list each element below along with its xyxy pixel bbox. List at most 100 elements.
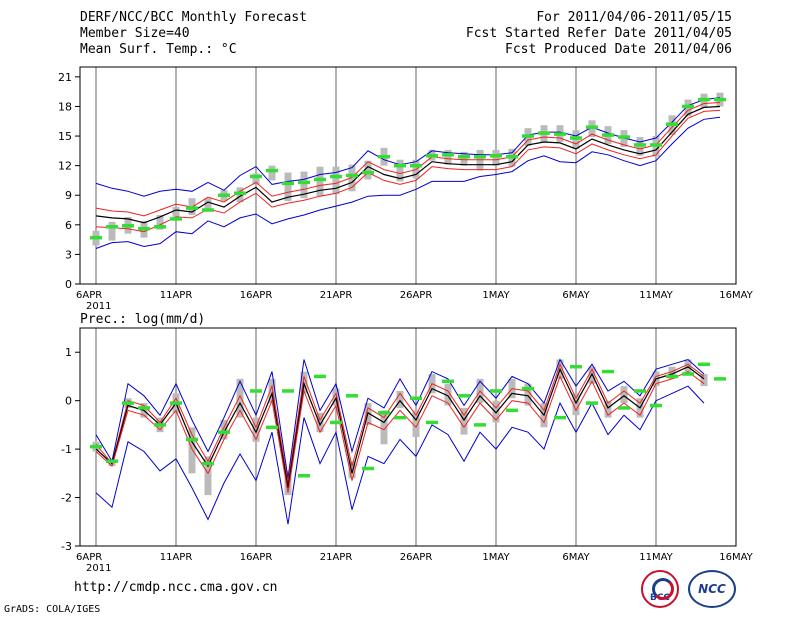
prec-spread-box: [316, 412, 324, 433]
prec-y-tick-label: 0: [65, 395, 72, 408]
temp-ensemble-upper-line: [95, 102, 721, 217]
prec-ensemble-upper-line: [95, 362, 705, 484]
temp-x-tick-label: 21APR: [320, 290, 353, 301]
prec-spread-box: [380, 410, 388, 445]
prec-x-tick-text: 26APR: [400, 552, 433, 563]
prec-x-tick-text: 6MAY: [562, 552, 590, 563]
temp-x-tick-text: 11MAY: [639, 290, 673, 301]
temp-x-tick-text: 1MAY: [482, 290, 510, 301]
prec-spread-box: [492, 400, 500, 423]
temp-x-tick-text: 16APR: [240, 290, 273, 301]
temp-x-tick-text: 16MAY: [719, 290, 753, 301]
prec-spread-box: [444, 383, 452, 406]
prec-spread-box: [236, 378, 244, 418]
temp-spread-box: [284, 172, 292, 202]
prec-spread-box: [460, 407, 468, 435]
temp-y-tick-label: 6: [65, 219, 72, 232]
temp-y-tick-label: 12: [58, 160, 72, 173]
prec-frame: [79, 327, 737, 547]
temp-x-tick-text: 2011: [86, 301, 111, 312]
prec-x-tick-text: 16MAY: [719, 552, 753, 563]
refer-date: Fcst Started Refer Date 2011/04/05: [465, 26, 732, 41]
temp-spread-box: [300, 171, 308, 199]
temp-spread-box: [460, 151, 468, 166]
forecast-period: For 2011/04/06-2011/05/15: [536, 10, 732, 25]
prec-y-tick-label: 1: [65, 346, 72, 359]
temp-x-tick-label: 16MAY: [719, 290, 753, 301]
produced-date: Fcst Produced Date 2011/04/06: [505, 42, 732, 57]
prec-spread-box: [524, 383, 532, 406]
prec-spread-box: [348, 461, 356, 479]
header-left: DERF/NCC/BCC Monthly Forecast Member Size…: [80, 10, 307, 58]
precip-axis-label: Prec.: log(mm/d): [80, 312, 205, 327]
temp-spread-box: [396, 159, 404, 182]
prec-ensemble-min-line: [95, 385, 705, 525]
prec-x-tick-text: 16APR: [240, 552, 273, 563]
prec-y-tick-label: -1: [61, 443, 72, 456]
temp-spread-box: [108, 221, 116, 241]
temp-spread-box: [492, 149, 500, 166]
prec-x-tick-label: 16APR: [240, 552, 273, 563]
grads-credit: GrADS: COLA/IGES: [4, 604, 101, 615]
temp-y-tick-label: 15: [58, 130, 72, 143]
prec-x-tick-label: 21APR: [320, 552, 353, 563]
temp-spread-box: [332, 166, 340, 195]
temp-x-tick-label: 1MAY: [482, 290, 510, 301]
prec-x-tick-label: 6MAY: [562, 552, 590, 563]
prec-x-tick-label: 16MAY: [719, 552, 753, 563]
bcc-swirl-icon: [652, 578, 674, 600]
temp-spread-box: [364, 160, 372, 180]
temp-spread-box: [204, 198, 212, 212]
prec-x-tick-text: 1MAY: [482, 552, 510, 563]
temp-x-tick-text: 11APR: [160, 290, 193, 301]
temp-ensemble-max-line: [95, 97, 721, 197]
prec-x-tick-text: 11MAY: [639, 552, 673, 563]
ncc-logo: NCC: [688, 570, 736, 608]
temp-x-tick-label: 11MAY: [639, 290, 673, 301]
temp-y-tick-label: 3: [65, 248, 72, 261]
member-size: Member Size=40: [80, 26, 190, 41]
source-url[interactable]: http://cmdp.ncc.cma.gov.cn: [74, 580, 278, 595]
prec-x-tick-label: 11APR: [160, 552, 193, 563]
temp-spread-box: [316, 166, 324, 197]
temp-x-tick-text: 6MAY: [562, 290, 590, 301]
prec-spread-box: [620, 386, 628, 404]
temp-ensemble-lower-line: [95, 109, 721, 233]
prec-x-tick-label: 26APR: [400, 552, 433, 563]
chart-title: DERF/NCC/BCC Monthly Forecast: [80, 10, 307, 25]
temp-x-tick-label: 11APR: [160, 290, 193, 301]
temp-x-tick-text: 26APR: [400, 290, 433, 301]
prec-spread-box: [188, 427, 196, 474]
prec-spread-box: [204, 456, 212, 496]
temp-ensemble-mean-line: [95, 105, 721, 224]
temp-spread-box: [444, 149, 452, 165]
prec-spread-box: [604, 400, 612, 418]
prec-x-tick-label: 6APR 2011: [76, 552, 111, 574]
temp-y-tick-label: 9: [65, 189, 72, 202]
prec-y-tick-label: -3: [61, 540, 72, 553]
temp-spread-box: [268, 165, 276, 181]
temp-x-tick-label: 26APR: [400, 290, 433, 301]
temp-x-tick-label: 6MAY: [562, 290, 590, 301]
prec-spread-box: [268, 378, 276, 404]
temp-spread-box: [156, 214, 164, 230]
prec-x-tick-text: 6APR: [76, 552, 102, 563]
temp-y-tick-label: 0: [65, 278, 72, 291]
prec-spread-box: [700, 374, 708, 387]
temp-x-tick-text: 6APR: [76, 290, 102, 301]
prec-x-tick-text: 11APR: [160, 552, 193, 563]
temp-x-tick-label: 16APR: [240, 290, 273, 301]
header-right: For 2011/04/06-2011/05/15 Fcst Started Re…: [466, 10, 732, 58]
prec-spread-box: [252, 417, 260, 442]
bcc-logo: BCC: [641, 570, 679, 608]
prec-x-tick-label: 11MAY: [639, 552, 673, 563]
prec-spread-box: [412, 410, 420, 437]
top-variable-label: Mean Surf. Temp.: °C: [80, 42, 237, 57]
prec-x-tick-text: 21APR: [320, 552, 353, 563]
prec-x-tick-text: 2011: [86, 563, 111, 574]
temp-spread-box: [252, 173, 260, 185]
prec-spread-box: [396, 390, 404, 408]
prec-ensemble-mean-line: [95, 366, 705, 489]
